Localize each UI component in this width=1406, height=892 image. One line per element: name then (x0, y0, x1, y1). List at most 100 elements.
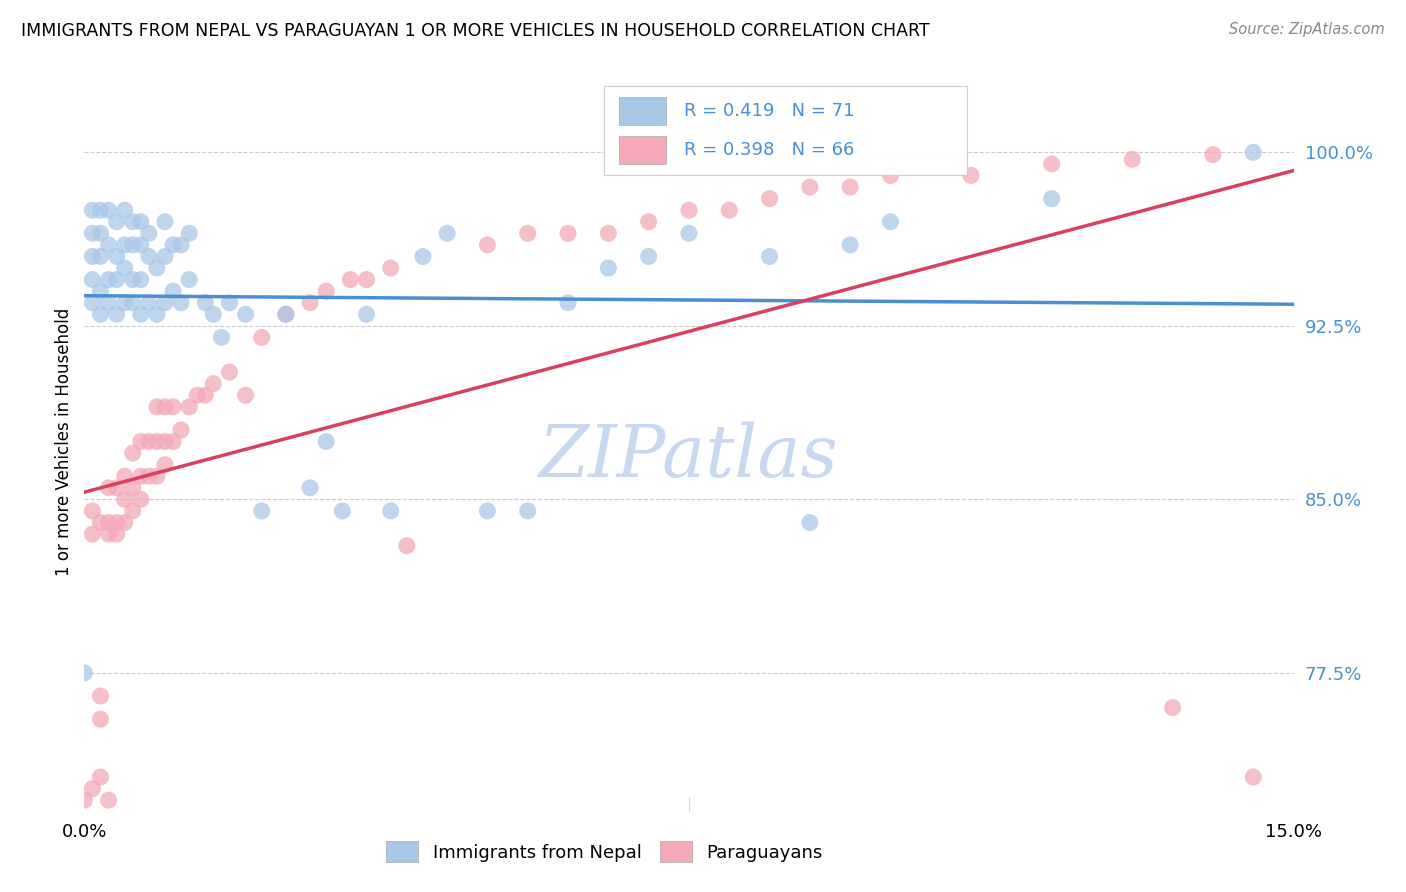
Point (97, 238, 120, 252)
Point (960, 169, 983, 183)
Point (299, 295, 322, 310)
Point (82, 249, 104, 263)
Point (1040, 157, 1063, 171)
Point (129, 492, 152, 507)
Point (114, 469, 136, 483)
Point (138, 249, 160, 263)
Point (89, 516, 111, 530)
Point (121, 272, 143, 286)
Text: IMMIGRANTS FROM NEPAL VS PARAGUAYAN 1 OR MORE VEHICLES IN HOUSEHOLD CORRELATION : IMMIGRANTS FROM NEPAL VS PARAGUAYAN 1 OR… (21, 22, 929, 40)
Point (209, 330, 232, 344)
Point (138, 434, 160, 449)
Y-axis label: 1 or more Vehicles in Household: 1 or more Vehicles in Household (55, 308, 73, 575)
Point (105, 527, 128, 541)
Point (274, 307, 297, 321)
Point (153, 249, 176, 263)
Point (121, 238, 143, 252)
Point (1040, 192, 1063, 206)
Point (89, 770, 111, 784)
Point (202, 307, 225, 321)
Point (114, 238, 136, 252)
Point (105, 215, 128, 229)
Text: ZIPatlas: ZIPatlas (538, 421, 839, 491)
Point (129, 434, 152, 449)
Point (412, 249, 434, 263)
Point (395, 539, 418, 553)
Point (678, 203, 700, 218)
Point (162, 400, 184, 414)
Point (146, 434, 169, 449)
Point (114, 203, 136, 218)
Point (129, 469, 152, 483)
Point (121, 481, 143, 495)
Point (170, 423, 193, 437)
Point (218, 365, 240, 379)
Point (879, 215, 901, 229)
Point (1241, 145, 1264, 160)
Point (73, 793, 96, 807)
Point (557, 295, 579, 310)
Point (299, 481, 322, 495)
Point (105, 516, 128, 530)
Point (129, 238, 152, 252)
Point (89, 227, 111, 241)
Point (89, 712, 111, 726)
Point (97, 295, 120, 310)
Point (218, 295, 240, 310)
Point (121, 504, 143, 518)
Point (121, 446, 143, 460)
Point (153, 215, 176, 229)
Point (82, 504, 104, 518)
Point (146, 469, 169, 483)
Point (114, 492, 136, 507)
Text: Source: ZipAtlas.com: Source: ZipAtlas.com (1229, 22, 1385, 37)
Legend: Immigrants from Nepal, Paraguayans: Immigrants from Nepal, Paraguayans (378, 834, 830, 870)
Point (436, 227, 458, 241)
Point (250, 504, 273, 518)
Point (557, 227, 579, 241)
Point (718, 203, 741, 218)
Point (179, 400, 201, 414)
Point (477, 504, 499, 518)
Point (73, 665, 96, 680)
Point (162, 284, 184, 298)
Point (170, 238, 193, 252)
Point (839, 238, 862, 252)
Point (114, 295, 136, 310)
Point (162, 434, 184, 449)
Point (82, 295, 104, 310)
Point (274, 307, 297, 321)
Point (105, 307, 128, 321)
Point (153, 400, 176, 414)
Point (121, 295, 143, 310)
Point (146, 400, 169, 414)
Point (477, 238, 499, 252)
Point (1121, 153, 1143, 167)
Point (339, 272, 361, 286)
Point (380, 504, 402, 518)
Point (138, 295, 160, 310)
Point (153, 295, 176, 310)
Point (146, 260, 169, 275)
Point (598, 227, 620, 241)
Point (516, 227, 538, 241)
Point (97, 272, 120, 286)
Point (105, 272, 128, 286)
Point (146, 307, 169, 321)
Point (879, 169, 901, 183)
Point (194, 295, 217, 310)
Point (89, 249, 111, 263)
Point (129, 272, 152, 286)
Point (89, 307, 111, 321)
Point (153, 458, 176, 472)
Point (170, 295, 193, 310)
Point (97, 481, 120, 495)
Point (1202, 147, 1225, 161)
Point (637, 215, 659, 229)
Point (121, 215, 143, 229)
Point (89, 284, 111, 298)
Point (97, 527, 120, 541)
Point (82, 272, 104, 286)
Point (89, 689, 111, 703)
Point (839, 180, 862, 194)
